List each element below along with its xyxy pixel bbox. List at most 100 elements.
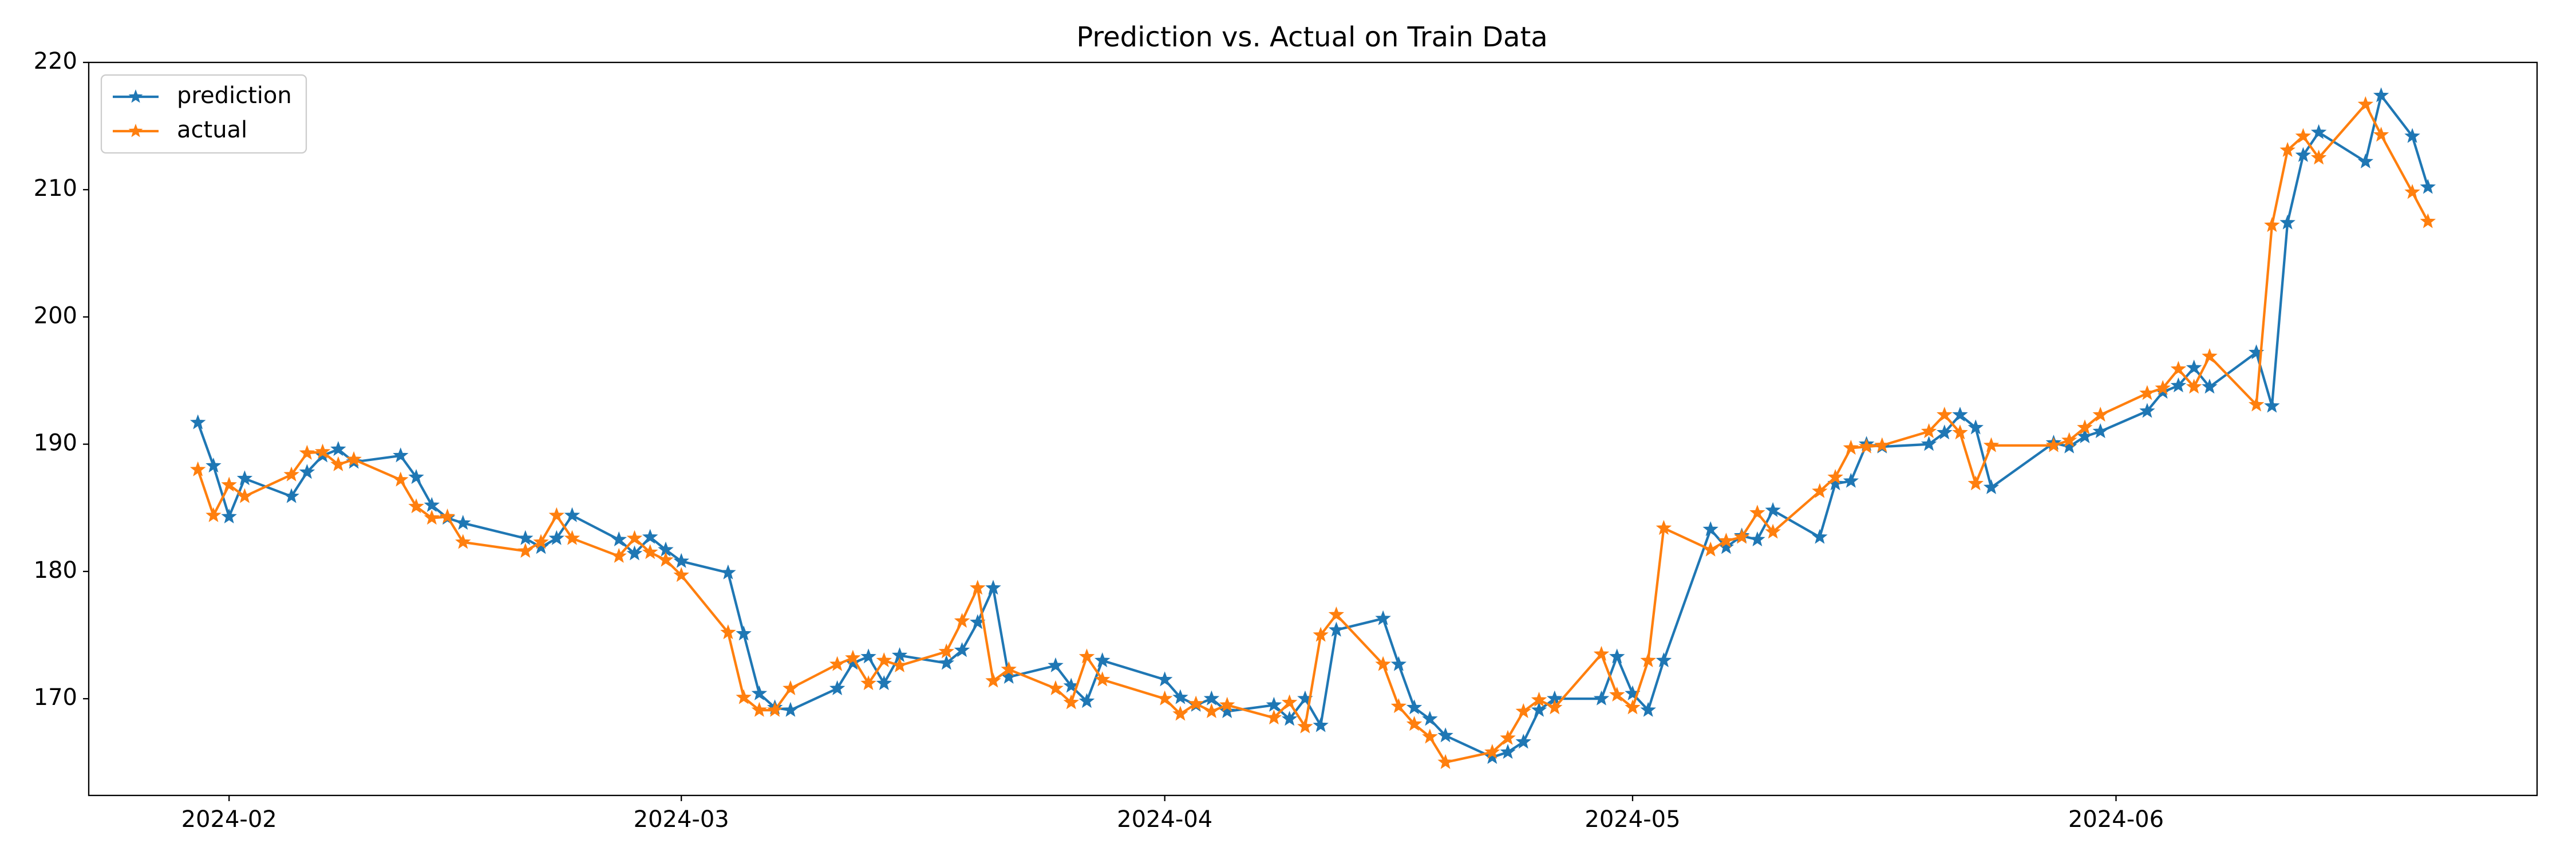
- point-marker: [1609, 648, 1625, 664]
- point-marker: [236, 470, 253, 486]
- point-marker: [1827, 468, 1843, 484]
- y-tick-label: 200: [34, 302, 77, 329]
- x-tick-label: 2024-05: [1585, 806, 1680, 833]
- point-marker: [1749, 505, 1765, 520]
- point-marker: [408, 468, 424, 484]
- point-marker: [658, 551, 674, 567]
- point-marker: [2404, 184, 2420, 199]
- point-marker: [1733, 529, 1750, 544]
- point-marker: [1156, 671, 1173, 687]
- point-marker: [2357, 153, 2374, 169]
- point-marker: [1390, 698, 1407, 714]
- point-marker: [720, 624, 736, 640]
- point-marker: [1812, 529, 1828, 544]
- point-marker: [1718, 533, 1735, 548]
- point-marker: [642, 529, 658, 544]
- point-marker: [189, 414, 206, 430]
- point-marker: [1078, 693, 1095, 708]
- point-marker: [876, 652, 892, 668]
- point-marker: [1048, 657, 1064, 673]
- legend-label: prediction: [177, 82, 292, 109]
- point-marker: [1484, 748, 1500, 765]
- point-marker: [1952, 407, 1968, 422]
- point-marker: [330, 441, 346, 456]
- point-marker: [2092, 407, 2108, 422]
- point-marker: [2279, 141, 2296, 157]
- point-marker: [533, 534, 549, 549]
- legend-label: actual: [177, 117, 247, 143]
- legend-marker: [128, 124, 143, 137]
- point-marker: [1515, 734, 1531, 749]
- point-marker: [970, 580, 986, 595]
- point-marker: [1313, 717, 1329, 732]
- point-marker: [1874, 437, 1890, 452]
- point-marker: [611, 547, 627, 563]
- point-marker: [829, 680, 846, 696]
- point-marker: [1219, 703, 1235, 719]
- point-marker: [2420, 179, 2436, 194]
- point-marker: [2248, 396, 2265, 412]
- point-marker: [1593, 645, 1610, 661]
- point-marker: [1765, 502, 1781, 517]
- point-marker: [2264, 216, 2280, 233]
- point-marker: [2279, 214, 2296, 230]
- point-marker: [1281, 711, 1298, 726]
- point-marker: [1001, 661, 1017, 676]
- x-tick-label: 2024-03: [634, 806, 729, 833]
- point-marker: [1983, 479, 2000, 494]
- point-marker: [299, 444, 315, 460]
- point-marker: [1422, 711, 1438, 726]
- point-marker: [221, 476, 237, 492]
- point-marker: [891, 657, 908, 673]
- point-marker: [720, 564, 736, 580]
- y-tick-label: 170: [34, 684, 77, 711]
- point-marker: [1656, 652, 1672, 668]
- chart-title: Prediction vs. Actual on Train Data: [1076, 21, 1547, 53]
- point-marker: [938, 655, 955, 670]
- point-marker: [283, 488, 299, 503]
- point-marker: [1702, 521, 1718, 537]
- point-marker: [1188, 695, 1204, 711]
- point-marker: [985, 672, 1001, 688]
- point-marker: [2310, 124, 2327, 139]
- point-marker: [1095, 652, 1111, 668]
- point-marker: [2092, 423, 2108, 439]
- point-marker: [673, 553, 689, 568]
- point-marker: [2061, 432, 2077, 447]
- point-marker: [1328, 621, 1345, 637]
- point-marker: [1095, 671, 1111, 687]
- point-marker: [2077, 419, 2093, 435]
- point-marker: [439, 508, 456, 524]
- point-marker: [1843, 439, 1859, 455]
- point-marker: [2186, 359, 2202, 375]
- point-marker: [408, 498, 424, 514]
- point-marker: [1640, 652, 1656, 668]
- point-marker: [611, 531, 627, 547]
- point-marker: [1531, 702, 1547, 717]
- point-marker: [1048, 680, 1064, 696]
- legend: prediction actual: [100, 74, 307, 154]
- point-marker: [751, 685, 768, 700]
- point-marker: [564, 507, 580, 522]
- point-marker: [1156, 690, 1173, 706]
- point-marker: [548, 530, 564, 545]
- point-marker: [1390, 656, 1407, 671]
- x-tick-label: 2024-06: [2068, 806, 2164, 833]
- point-marker: [2264, 397, 2280, 413]
- point-marker: [860, 648, 876, 664]
- point-marker: [1172, 689, 1188, 704]
- point-marker: [236, 488, 253, 503]
- y-tick-label: 210: [34, 175, 77, 202]
- point-marker: [393, 447, 409, 463]
- point-marker: [517, 530, 534, 545]
- point-marker: [642, 544, 658, 559]
- point-marker: [346, 451, 362, 467]
- point-marker: [1937, 407, 1953, 422]
- point-marker: [767, 702, 783, 717]
- point-marker: [1640, 702, 1656, 717]
- point-marker: [1406, 716, 1423, 731]
- point-marker: [1313, 626, 1329, 642]
- point-marker: [455, 534, 471, 549]
